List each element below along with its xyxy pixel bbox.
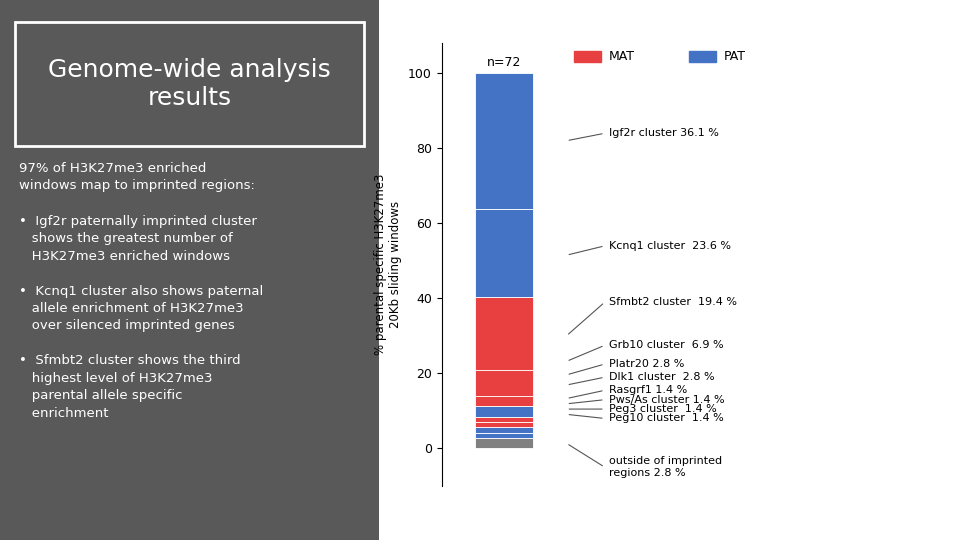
Bar <box>475 417 533 422</box>
Text: Igf2r cluster 36.1 %: Igf2r cluster 36.1 % <box>609 129 718 138</box>
Bar <box>475 73 533 208</box>
Bar <box>475 422 533 428</box>
Text: Pws/As cluster 1.4 %: Pws/As cluster 1.4 % <box>609 395 724 404</box>
Bar <box>689 51 716 62</box>
Text: MAT: MAT <box>609 50 635 63</box>
Text: Rasgrf1 1.4 %: Rasgrf1 1.4 % <box>609 386 687 395</box>
Text: Platr20 2.8 %: Platr20 2.8 % <box>609 359 684 369</box>
Text: Peg3 cluster  1.4 %: Peg3 cluster 1.4 % <box>609 404 716 414</box>
Bar <box>475 370 533 396</box>
Text: Peg10 cluster  1.4 %: Peg10 cluster 1.4 % <box>609 414 724 423</box>
Bar <box>475 438 533 449</box>
Text: Grb10 cluster  6.9 %: Grb10 cluster 6.9 % <box>609 340 723 350</box>
Bar <box>475 433 533 438</box>
Bar <box>574 51 601 62</box>
Text: 97% of H3K27me3 enriched
windows map to imprinted regions:

•  Igf2r paternally : 97% of H3K27me3 enriched windows map to … <box>19 162 263 420</box>
Text: n=72: n=72 <box>487 57 521 70</box>
Bar <box>475 428 533 433</box>
Bar <box>475 297 533 370</box>
Text: Sfmbt2 cluster  19.4 %: Sfmbt2 cluster 19.4 % <box>609 297 736 307</box>
Y-axis label: % parental specific H3K27me3
20Kb sliding windows: % parental specific H3K27me3 20Kb slidin… <box>374 174 402 355</box>
Text: outside of imprinted
regions 2.8 %: outside of imprinted regions 2.8 % <box>609 456 722 478</box>
Bar <box>475 208 533 297</box>
Text: Genome-wide analysis
results: Genome-wide analysis results <box>48 58 331 110</box>
Bar <box>475 407 533 417</box>
Text: Dlk1 cluster  2.8 %: Dlk1 cluster 2.8 % <box>609 372 714 382</box>
Text: PAT: PAT <box>724 50 746 63</box>
FancyBboxPatch shape <box>15 22 364 146</box>
Text: Kcnq1 cluster  23.6 %: Kcnq1 cluster 23.6 % <box>609 241 731 251</box>
Bar <box>475 396 533 407</box>
